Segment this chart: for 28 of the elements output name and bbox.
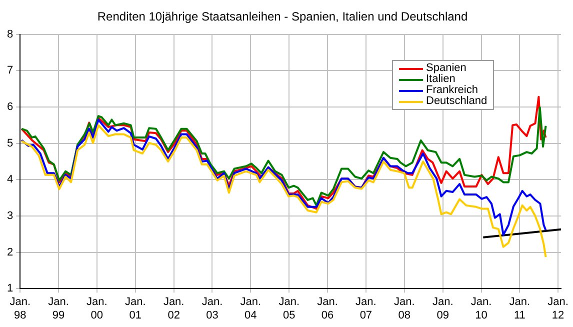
y-tick-label: 7 — [6, 64, 14, 77]
legend-label: Spanien — [426, 62, 466, 74]
y-tick-label: 8 — [6, 28, 14, 40]
x-tick-label: Jan. 02 — [163, 296, 184, 322]
x-tick-label: Jan. 00 — [86, 296, 108, 322]
x-tick-label: Jan. 11 — [509, 296, 530, 322]
x-tick-label: Jan. 05 — [278, 296, 300, 322]
x-tick-label: Jan. 12 — [548, 296, 568, 322]
x-tick-label: Jan. 98 — [10, 296, 31, 322]
x-tick-label: Jan. 09 — [432, 296, 454, 322]
x-tick-label: Jan. 08 — [394, 296, 415, 322]
x-tick-label: Jan. 01 — [125, 296, 146, 322]
y-tick-label: 5 — [6, 137, 14, 150]
legend-label: Deutschland — [426, 95, 488, 107]
x-tick-label: Jan. 99 — [48, 296, 69, 322]
x-tick-label: Jan. 07 — [356, 296, 376, 322]
y-tick-label: 1 — [6, 282, 14, 295]
x-tick-label: Jan. 03 — [202, 296, 223, 322]
x-tick-label: Jan. 10 — [470, 296, 492, 322]
y-tick-label: 4 — [6, 174, 14, 186]
chart-title: Renditen 10jährige Staatsanleihen - Spanien, Italien und Deutschland — [97, 10, 468, 24]
x-tick-label: Jan. 04 — [240, 296, 262, 322]
y-tick-label: 6 — [6, 101, 14, 114]
y-tick-label: 2 — [6, 246, 14, 258]
legend-label: Italien — [426, 73, 456, 85]
legend-label: Frankreich — [426, 84, 478, 96]
y-tick-label: 3 — [6, 210, 14, 222]
x-tick-label: Jan. 06 — [317, 296, 338, 322]
